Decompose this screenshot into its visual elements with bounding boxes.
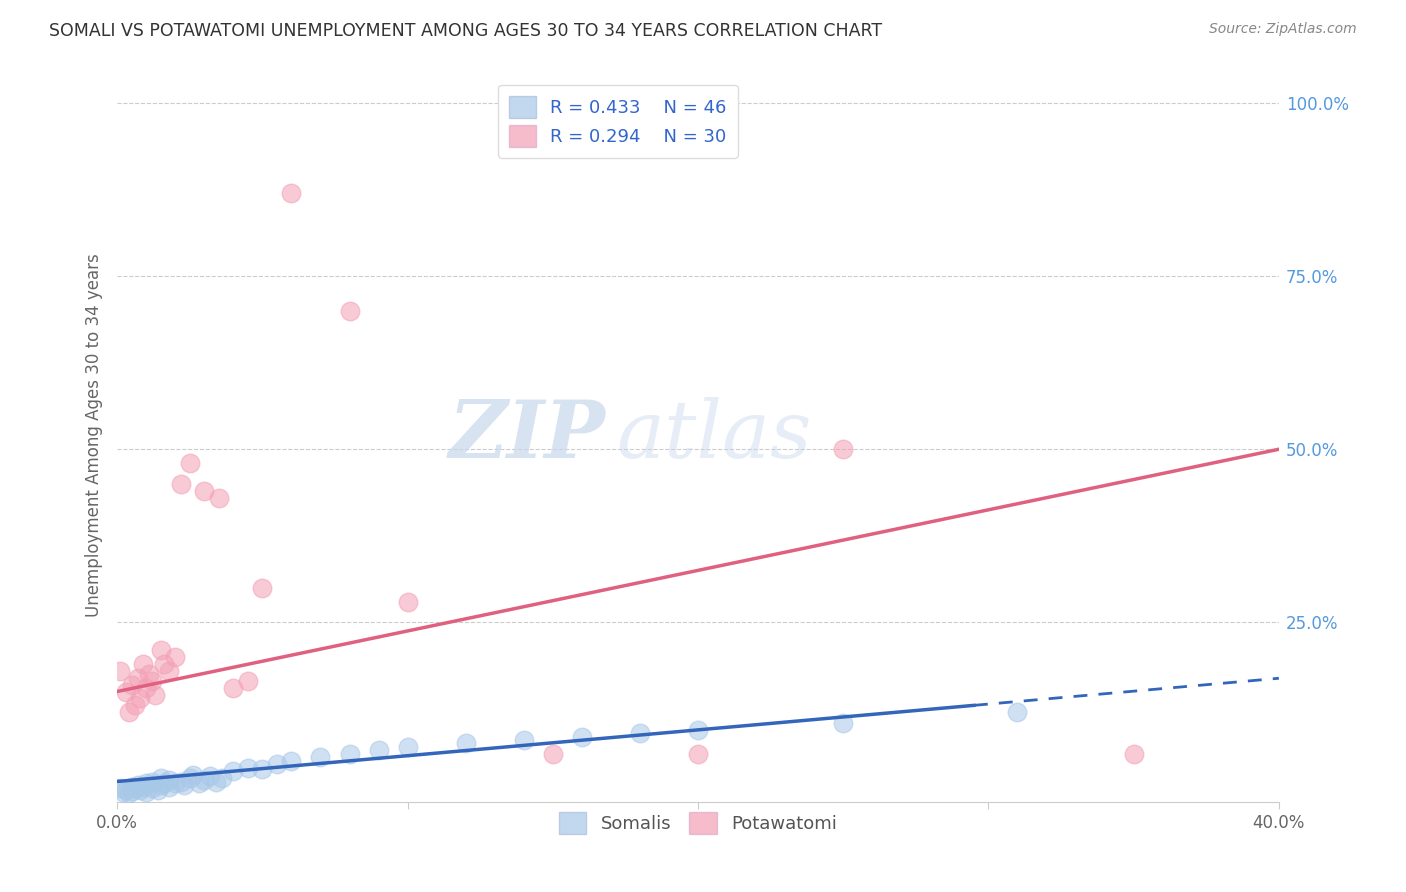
Point: [1007, 706, 1029, 720]
Point: [121, 780, 143, 794]
Point: [129, 691, 152, 706]
Point: [146, 782, 169, 797]
Point: [159, 664, 181, 678]
Point: [179, 456, 201, 470]
Y-axis label: Unemployment Among Ages 30 to 34 years: Unemployment Among Ages 30 to 34 years: [86, 253, 103, 617]
Point: [280, 186, 302, 201]
Point: [266, 757, 288, 772]
Text: Source: ZipAtlas.com: Source: ZipAtlas.com: [1209, 22, 1357, 37]
Point: [135, 776, 157, 790]
Point: [454, 736, 477, 750]
Point: [127, 671, 149, 685]
Point: [236, 761, 259, 775]
Point: [129, 782, 152, 797]
Point: [165, 649, 187, 664]
Point: [115, 684, 138, 698]
Point: [152, 776, 174, 790]
Point: [571, 730, 593, 744]
Point: [181, 767, 204, 781]
Point: [208, 491, 231, 505]
Text: ZIP: ZIP: [449, 397, 605, 475]
Point: [143, 688, 166, 702]
Point: [170, 774, 193, 789]
Text: atlas: atlas: [617, 397, 813, 475]
Point: [149, 771, 172, 785]
Point: [252, 581, 274, 595]
Point: [115, 782, 138, 797]
Point: [1122, 747, 1144, 761]
Point: [149, 643, 172, 657]
Point: [141, 674, 163, 689]
Point: [832, 715, 855, 730]
Point: [135, 785, 157, 799]
Point: [141, 781, 163, 796]
Point: [124, 698, 146, 713]
Point: [832, 442, 855, 457]
Point: [135, 681, 157, 695]
Point: [111, 785, 134, 799]
Point: [280, 754, 302, 768]
Point: [198, 769, 221, 783]
Point: [165, 776, 187, 790]
Point: [628, 726, 651, 740]
Point: [108, 664, 131, 678]
Point: [222, 764, 245, 778]
Point: [118, 786, 141, 800]
Point: [541, 747, 564, 761]
Point: [121, 677, 143, 691]
Point: [339, 747, 361, 761]
Point: [170, 476, 193, 491]
Point: [138, 667, 160, 681]
Point: [222, 681, 245, 695]
Point: [309, 750, 332, 764]
Point: [211, 771, 233, 785]
Point: [124, 781, 146, 796]
Point: [121, 784, 143, 798]
Point: [149, 778, 172, 792]
Point: [396, 594, 419, 608]
Point: [339, 303, 361, 318]
Point: [205, 774, 228, 789]
Text: SOMALI VS POTAWATOMI UNEMPLOYMENT AMONG AGES 30 TO 34 YEARS CORRELATION CHART: SOMALI VS POTAWATOMI UNEMPLOYMENT AMONG …: [49, 22, 883, 40]
Point: [108, 781, 131, 796]
Point: [152, 657, 174, 671]
Point: [193, 483, 215, 498]
Point: [252, 762, 274, 776]
Point: [686, 723, 709, 737]
Point: [118, 706, 141, 720]
Point: [132, 780, 155, 794]
Point: [193, 773, 215, 788]
Point: [159, 780, 181, 794]
Point: [141, 774, 163, 789]
Point: [686, 747, 709, 761]
Point: [132, 657, 155, 671]
Point: [513, 733, 536, 747]
Point: [173, 778, 195, 792]
Point: [159, 773, 181, 788]
Legend: Somalis, Potawatomi: Somalis, Potawatomi: [548, 801, 848, 845]
Point: [187, 776, 209, 790]
Point: [367, 743, 389, 757]
Point: [127, 778, 149, 792]
Point: [236, 674, 259, 689]
Point: [179, 771, 201, 785]
Point: [396, 739, 419, 754]
